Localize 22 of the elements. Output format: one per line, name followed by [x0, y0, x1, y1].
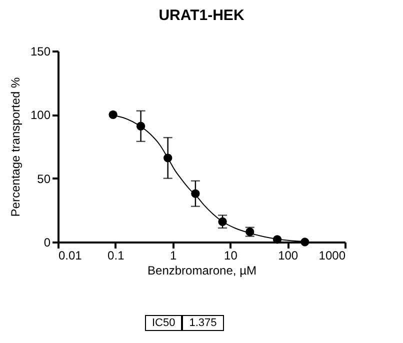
y-tick-label: 50 [37, 172, 51, 186]
text: IC50 [145, 315, 182, 331]
point [218, 217, 227, 226]
x-tick-label: 100 [278, 248, 298, 262]
x-axis-title: Benzbromarone, µM [148, 264, 256, 278]
y-axis-title: Percentage transported % [8, 76, 22, 217]
x-tick-label: 1 [170, 248, 177, 262]
x-tick-label: 0.01 [58, 248, 82, 262]
point [136, 122, 146, 130]
x-tick-label: 1000 [318, 248, 346, 262]
point [300, 238, 310, 246]
y-tick-label: 0 [44, 236, 51, 250]
y-tick-label: 100 [30, 108, 51, 122]
x-tick-label: 0.1 [108, 248, 125, 262]
chart-title: URAT1-HEK [158, 7, 244, 24]
x-tick-label: 10 [224, 248, 238, 262]
point [108, 110, 118, 119]
point [272, 235, 282, 244]
y-tick-label: 150 [30, 44, 51, 58]
text: 1.375 [182, 315, 224, 331]
point [164, 154, 172, 162]
point [191, 189, 200, 198]
